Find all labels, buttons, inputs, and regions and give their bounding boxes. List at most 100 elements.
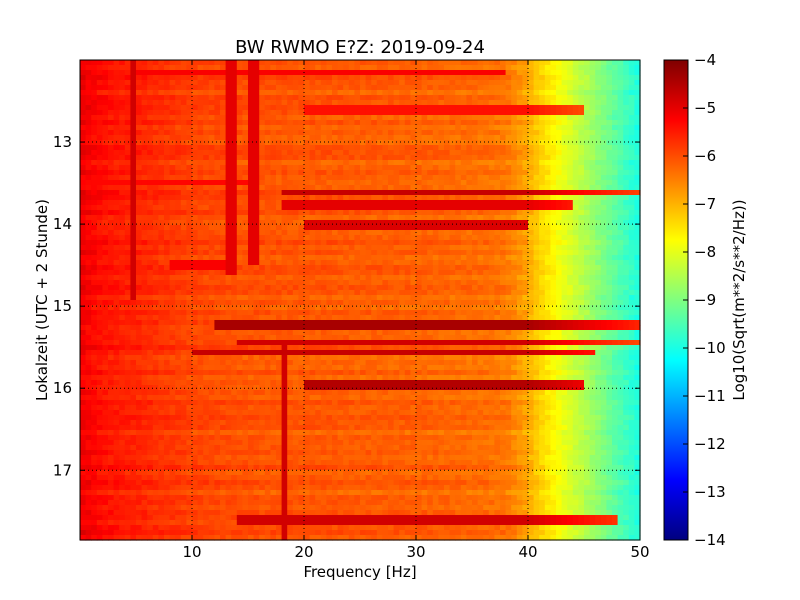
heatmap-cell	[404, 105, 411, 111]
heatmap-cell	[371, 255, 378, 261]
heatmap-cell	[455, 305, 462, 311]
heatmap-cell	[444, 75, 451, 81]
heatmap-cell	[365, 195, 372, 201]
heatmap-cell	[136, 240, 143, 246]
heatmap-cell	[556, 135, 563, 141]
heatmap-cell	[136, 165, 143, 171]
heatmap-cell	[449, 200, 456, 206]
heatmap-cell	[292, 85, 299, 91]
heatmap-cell	[388, 265, 395, 271]
heatmap-cell	[600, 190, 607, 196]
heatmap-cell	[556, 75, 563, 81]
heatmap-cell	[80, 280, 87, 286]
heatmap-cell	[264, 220, 271, 226]
heatmap-cell	[533, 190, 540, 196]
heatmap-cell	[578, 215, 585, 221]
heatmap-cell	[494, 85, 501, 91]
heatmap-cell	[158, 265, 165, 271]
heatmap-cell	[584, 285, 591, 291]
heatmap-cell	[298, 100, 305, 106]
heatmap-cell	[393, 250, 400, 256]
heatmap-cell	[91, 100, 98, 106]
heatmap-cell	[416, 260, 423, 266]
heatmap-cell	[298, 155, 305, 161]
heatmap-cell	[528, 305, 535, 311]
heatmap-cell	[169, 255, 176, 261]
heatmap-cell	[438, 80, 445, 86]
heatmap-cell	[561, 280, 568, 286]
heatmap-cell	[365, 150, 372, 156]
heatmap-cell	[595, 305, 602, 311]
heatmap-cell	[276, 290, 283, 296]
heatmap-cell	[192, 115, 199, 121]
heatmap-cell	[404, 70, 411, 76]
heatmap-cell	[326, 85, 333, 91]
heatmap-cell	[472, 130, 479, 136]
heatmap-cell	[80, 195, 87, 201]
heatmap-cell	[192, 305, 199, 311]
heatmap-cell	[152, 160, 159, 166]
heatmap-cell	[248, 175, 255, 181]
heatmap-cell	[410, 170, 417, 176]
heatmap-cell	[533, 110, 540, 116]
heatmap-cell	[236, 280, 243, 286]
heatmap-cell	[449, 175, 456, 181]
heatmap-cell	[623, 125, 630, 131]
heatmap-cell	[96, 290, 103, 296]
heatmap-cell	[578, 145, 585, 151]
heatmap-cell	[326, 230, 333, 236]
heatmap-cell	[298, 250, 305, 256]
heatmap-cell	[556, 205, 563, 211]
heatmap-cell	[539, 70, 546, 76]
heatmap-cell	[242, 265, 249, 271]
heatmap-cell	[175, 210, 182, 216]
heatmap-cell	[388, 105, 395, 111]
heatmap-cell	[102, 125, 109, 131]
heatmap-cell	[360, 155, 367, 161]
heatmap-cell	[270, 200, 277, 206]
heatmap-cell	[130, 170, 137, 176]
heatmap-cell	[528, 145, 535, 151]
heatmap-cell	[511, 240, 518, 246]
heatmap-cell	[197, 285, 204, 291]
heatmap-cell	[320, 235, 327, 241]
heatmap-cell	[214, 210, 221, 216]
heatmap-cell	[432, 170, 439, 176]
heatmap-cell	[494, 225, 501, 231]
heatmap-cell	[298, 160, 305, 166]
heatmap-cell	[589, 295, 596, 301]
heatmap-cell	[309, 90, 316, 96]
heatmap-cell	[270, 265, 277, 271]
heatmap-cell	[180, 80, 187, 86]
heatmap-cell	[595, 80, 602, 86]
heatmap-cell	[292, 205, 299, 211]
heatmap-cell	[634, 100, 641, 106]
heatmap-cell	[298, 140, 305, 146]
heatmap-cell	[309, 190, 316, 196]
heatmap-cell	[539, 130, 546, 136]
heatmap-cell	[102, 300, 109, 306]
heatmap-cell	[617, 190, 624, 196]
heatmap-cell	[214, 295, 221, 301]
heatmap-cell	[539, 105, 546, 111]
heatmap-cell	[399, 75, 406, 81]
heatmap-cell	[343, 85, 350, 91]
heatmap-cell	[186, 90, 193, 96]
heatmap-cell	[220, 205, 227, 211]
heatmap-cell	[315, 140, 322, 146]
heatmap-cell	[276, 215, 283, 221]
heatmap-cell	[287, 115, 294, 121]
heatmap-cell	[606, 90, 613, 96]
heatmap-cell	[108, 170, 115, 176]
heatmap-cell	[544, 165, 551, 171]
heatmap-cell	[348, 105, 355, 111]
heatmap-cell	[572, 285, 579, 291]
heatmap-cell	[270, 280, 277, 286]
heatmap-cell	[584, 300, 591, 306]
heatmap-cell	[533, 120, 540, 126]
heatmap-cell	[141, 300, 148, 306]
heatmap-cell	[231, 240, 238, 246]
heatmap-cell	[248, 150, 255, 156]
heatmap-cell	[623, 285, 630, 291]
heatmap-cell	[225, 260, 232, 266]
